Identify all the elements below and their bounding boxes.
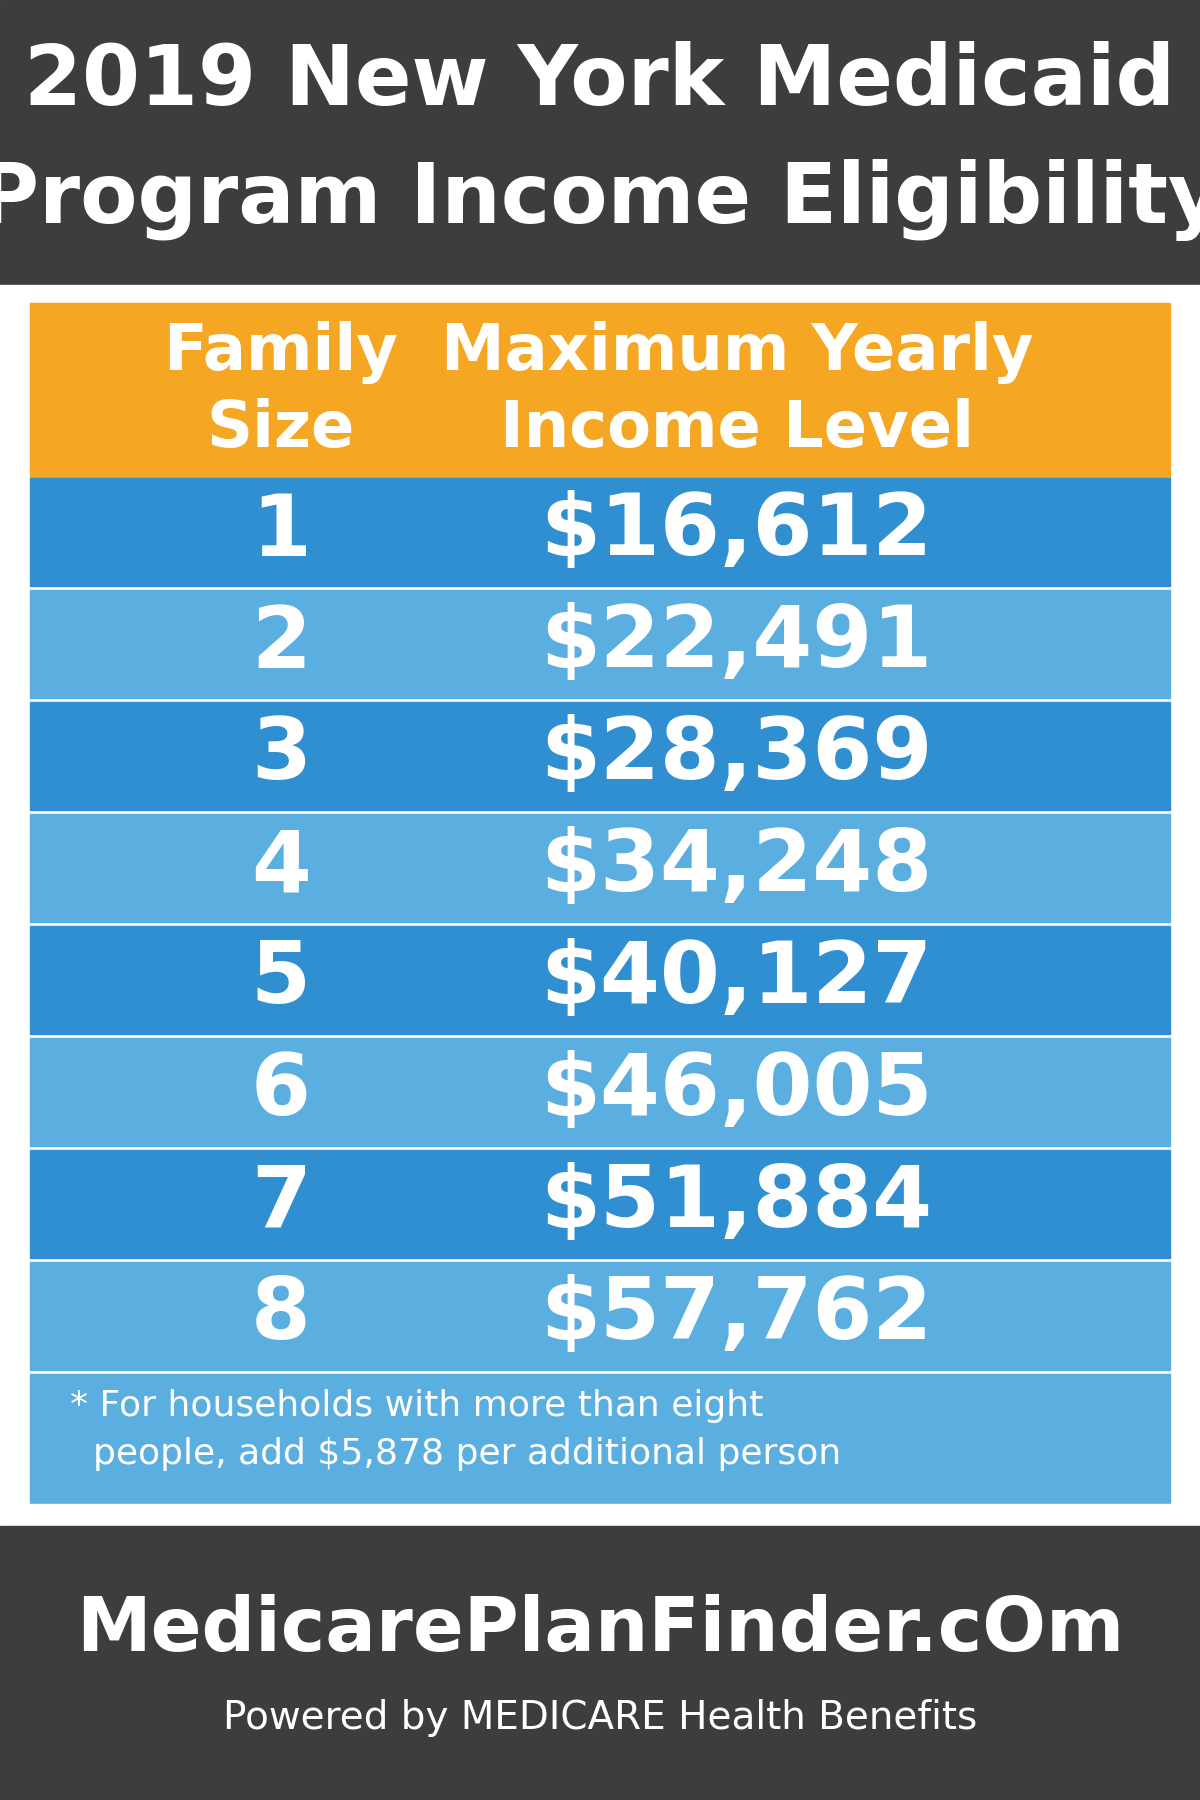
Bar bbox=[30, 1039, 1170, 1147]
Text: 6: 6 bbox=[251, 1051, 311, 1134]
Text: $51,884: $51,884 bbox=[541, 1163, 932, 1246]
Text: $57,762: $57,762 bbox=[541, 1274, 932, 1357]
Text: 7: 7 bbox=[251, 1163, 311, 1246]
Text: 5: 5 bbox=[251, 938, 311, 1022]
Text: 8: 8 bbox=[251, 1274, 311, 1357]
Text: Program Income Eligibility: Program Income Eligibility bbox=[0, 158, 1200, 241]
Text: $40,127: $40,127 bbox=[541, 938, 932, 1022]
Bar bbox=[0, 284, 1200, 302]
Bar bbox=[30, 302, 1170, 479]
Text: Family
Size: Family Size bbox=[163, 320, 398, 461]
Text: $34,248: $34,248 bbox=[541, 826, 932, 909]
Bar bbox=[30, 1150, 1170, 1258]
Bar bbox=[30, 1373, 1170, 1505]
Text: Powered by MEDICARE Health Benefits: Powered by MEDICARE Health Benefits bbox=[223, 1699, 977, 1737]
Bar bbox=[30, 479, 1170, 587]
Text: Maximum Yearly
Income Level: Maximum Yearly Income Level bbox=[440, 320, 1033, 461]
Text: 2019 New York Medicaid: 2019 New York Medicaid bbox=[24, 41, 1176, 122]
Bar bbox=[30, 1262, 1170, 1370]
Text: $16,612: $16,612 bbox=[541, 490, 932, 574]
Bar bbox=[30, 814, 1170, 922]
Bar bbox=[30, 925, 1170, 1033]
Text: people, add $5,878 per additional person: people, add $5,878 per additional person bbox=[70, 1436, 841, 1471]
Text: 1: 1 bbox=[251, 490, 311, 574]
Text: $28,369: $28,369 bbox=[541, 715, 932, 797]
Bar bbox=[0, 1505, 1200, 1526]
Text: 4: 4 bbox=[251, 826, 311, 909]
Text: 3: 3 bbox=[251, 715, 311, 797]
Text: 2: 2 bbox=[251, 603, 311, 686]
Bar bbox=[30, 702, 1170, 810]
Text: MedicarePlanFinder.cOm: MedicarePlanFinder.cOm bbox=[76, 1593, 1124, 1667]
Text: $46,005: $46,005 bbox=[540, 1051, 934, 1134]
Text: * For households with more than eight: * For households with more than eight bbox=[70, 1390, 763, 1424]
Bar bbox=[0, 0, 1200, 284]
Bar bbox=[30, 590, 1170, 698]
Bar bbox=[0, 1526, 1200, 1800]
Text: $22,491: $22,491 bbox=[541, 603, 932, 686]
